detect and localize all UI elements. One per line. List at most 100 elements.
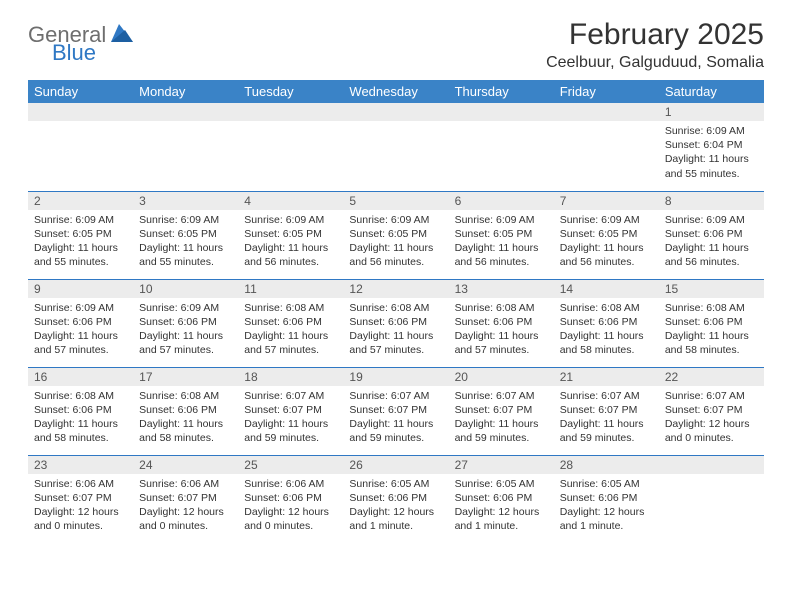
daylight-text: Daylight: 11 hours and 57 minutes. [349, 329, 442, 357]
sunset-text: Sunset: 6:07 PM [244, 403, 337, 417]
sunrise-text: Sunrise: 6:09 AM [244, 213, 337, 227]
calendar-day-cell: 24Sunrise: 6:06 AMSunset: 6:07 PMDayligh… [133, 455, 238, 543]
calendar-day-cell [554, 103, 659, 191]
day-number [343, 103, 448, 121]
sunset-text: Sunset: 6:06 PM [139, 315, 232, 329]
day-body: Sunrise: 6:08 AMSunset: 6:06 PMDaylight:… [343, 298, 448, 364]
sunrise-text: Sunrise: 6:09 AM [349, 213, 442, 227]
calendar-day-cell [28, 103, 133, 191]
day-body: Sunrise: 6:09 AMSunset: 6:05 PMDaylight:… [449, 210, 554, 276]
calendar-day-cell: 8Sunrise: 6:09 AMSunset: 6:06 PMDaylight… [659, 191, 764, 279]
daylight-text: Daylight: 11 hours and 59 minutes. [244, 417, 337, 445]
sunset-text: Sunset: 6:07 PM [349, 403, 442, 417]
daylight-text: Daylight: 11 hours and 56 minutes. [349, 241, 442, 269]
day-number: 14 [554, 280, 659, 298]
day-body: Sunrise: 6:05 AMSunset: 6:06 PMDaylight:… [343, 474, 448, 540]
sunrise-text: Sunrise: 6:09 AM [34, 213, 127, 227]
brand-text: General Blue [28, 24, 133, 63]
day-number: 27 [449, 456, 554, 474]
day-body: Sunrise: 6:08 AMSunset: 6:06 PMDaylight:… [554, 298, 659, 364]
day-body: Sunrise: 6:08 AMSunset: 6:06 PMDaylight:… [449, 298, 554, 364]
weekday-header: Monday [133, 80, 238, 103]
brand-logo: General Blue [28, 24, 133, 63]
day-body: Sunrise: 6:08 AMSunset: 6:06 PMDaylight:… [133, 386, 238, 452]
day-body: Sunrise: 6:08 AMSunset: 6:06 PMDaylight:… [238, 298, 343, 364]
sunset-text: Sunset: 6:07 PM [34, 491, 127, 505]
calendar-day-cell: 11Sunrise: 6:08 AMSunset: 6:06 PMDayligh… [238, 279, 343, 367]
calendar-day-cell [449, 103, 554, 191]
sunset-text: Sunset: 6:05 PM [34, 227, 127, 241]
day-number: 26 [343, 456, 448, 474]
day-number: 25 [238, 456, 343, 474]
sunrise-text: Sunrise: 6:08 AM [560, 301, 653, 315]
weekday-header: Sunday [28, 80, 133, 103]
calendar-day-cell: 4Sunrise: 6:09 AMSunset: 6:05 PMDaylight… [238, 191, 343, 279]
sunset-text: Sunset: 6:06 PM [455, 315, 548, 329]
day-number: 18 [238, 368, 343, 386]
month-title: February 2025 [546, 18, 764, 52]
calendar-day-cell: 9Sunrise: 6:09 AMSunset: 6:06 PMDaylight… [28, 279, 133, 367]
daylight-text: Daylight: 12 hours and 1 minute. [560, 505, 653, 533]
weekday-header: Tuesday [238, 80, 343, 103]
day-body: Sunrise: 6:09 AMSunset: 6:06 PMDaylight:… [133, 298, 238, 364]
calendar-week-row: 16Sunrise: 6:08 AMSunset: 6:06 PMDayligh… [28, 367, 764, 455]
sunrise-text: Sunrise: 6:08 AM [349, 301, 442, 315]
calendar-week-row: 1Sunrise: 6:09 AMSunset: 6:04 PMDaylight… [28, 103, 764, 191]
calendar-day-cell: 13Sunrise: 6:08 AMSunset: 6:06 PMDayligh… [449, 279, 554, 367]
daylight-text: Daylight: 11 hours and 55 minutes. [139, 241, 232, 269]
daylight-text: Daylight: 12 hours and 1 minute. [349, 505, 442, 533]
day-number: 12 [343, 280, 448, 298]
day-body: Sunrise: 6:07 AMSunset: 6:07 PMDaylight:… [659, 386, 764, 452]
calendar-day-cell: 21Sunrise: 6:07 AMSunset: 6:07 PMDayligh… [554, 367, 659, 455]
sunset-text: Sunset: 6:06 PM [349, 491, 442, 505]
sunrise-text: Sunrise: 6:09 AM [455, 213, 548, 227]
calendar-day-cell [343, 103, 448, 191]
day-number [133, 103, 238, 121]
calendar-week-row: 2Sunrise: 6:09 AMSunset: 6:05 PMDaylight… [28, 191, 764, 279]
calendar-day-cell: 14Sunrise: 6:08 AMSunset: 6:06 PMDayligh… [554, 279, 659, 367]
day-number: 2 [28, 192, 133, 210]
day-number: 4 [238, 192, 343, 210]
day-body: Sunrise: 6:09 AMSunset: 6:05 PMDaylight:… [238, 210, 343, 276]
daylight-text: Daylight: 11 hours and 58 minutes. [34, 417, 127, 445]
calendar-day-cell: 10Sunrise: 6:09 AMSunset: 6:06 PMDayligh… [133, 279, 238, 367]
title-block: February 2025 Ceelbuur, Galguduud, Somal… [546, 18, 764, 72]
daylight-text: Daylight: 12 hours and 0 minutes. [34, 505, 127, 533]
sunrise-text: Sunrise: 6:05 AM [349, 477, 442, 491]
day-body: Sunrise: 6:06 AMSunset: 6:07 PMDaylight:… [133, 474, 238, 540]
sunset-text: Sunset: 6:06 PM [244, 491, 337, 505]
daylight-text: Daylight: 12 hours and 0 minutes. [665, 417, 758, 445]
calendar-day-cell: 1Sunrise: 6:09 AMSunset: 6:04 PMDaylight… [659, 103, 764, 191]
sunrise-text: Sunrise: 6:08 AM [34, 389, 127, 403]
sunrise-text: Sunrise: 6:08 AM [244, 301, 337, 315]
calendar-day-cell: 16Sunrise: 6:08 AMSunset: 6:06 PMDayligh… [28, 367, 133, 455]
daylight-text: Daylight: 11 hours and 59 minutes. [455, 417, 548, 445]
sunrise-text: Sunrise: 6:09 AM [665, 124, 758, 138]
calendar-page: General Blue February 2025 Ceelbuur, Gal… [0, 0, 792, 555]
day-body: Sunrise: 6:08 AMSunset: 6:06 PMDaylight:… [659, 298, 764, 364]
sunset-text: Sunset: 6:06 PM [665, 315, 758, 329]
day-number: 20 [449, 368, 554, 386]
sunset-text: Sunset: 6:07 PM [665, 403, 758, 417]
sunset-text: Sunset: 6:04 PM [665, 138, 758, 152]
sunrise-text: Sunrise: 6:06 AM [139, 477, 232, 491]
sunrise-text: Sunrise: 6:07 AM [560, 389, 653, 403]
daylight-text: Daylight: 11 hours and 56 minutes. [560, 241, 653, 269]
calendar-week-row: 9Sunrise: 6:09 AMSunset: 6:06 PMDaylight… [28, 279, 764, 367]
daylight-text: Daylight: 11 hours and 59 minutes. [349, 417, 442, 445]
calendar-day-cell: 2Sunrise: 6:09 AMSunset: 6:05 PMDaylight… [28, 191, 133, 279]
sunrise-text: Sunrise: 6:09 AM [34, 301, 127, 315]
daylight-text: Daylight: 11 hours and 58 minutes. [139, 417, 232, 445]
day-number: 3 [133, 192, 238, 210]
day-number: 5 [343, 192, 448, 210]
daylight-text: Daylight: 11 hours and 56 minutes. [244, 241, 337, 269]
calendar-day-cell: 5Sunrise: 6:09 AMSunset: 6:05 PMDaylight… [343, 191, 448, 279]
sunrise-text: Sunrise: 6:07 AM [349, 389, 442, 403]
day-body: Sunrise: 6:09 AMSunset: 6:04 PMDaylight:… [659, 121, 764, 187]
sunset-text: Sunset: 6:06 PM [244, 315, 337, 329]
calendar-day-cell: 17Sunrise: 6:08 AMSunset: 6:06 PMDayligh… [133, 367, 238, 455]
day-number: 13 [449, 280, 554, 298]
day-body: Sunrise: 6:08 AMSunset: 6:06 PMDaylight:… [28, 386, 133, 452]
calendar-day-cell: 26Sunrise: 6:05 AMSunset: 6:06 PMDayligh… [343, 455, 448, 543]
day-body: Sunrise: 6:07 AMSunset: 6:07 PMDaylight:… [238, 386, 343, 452]
